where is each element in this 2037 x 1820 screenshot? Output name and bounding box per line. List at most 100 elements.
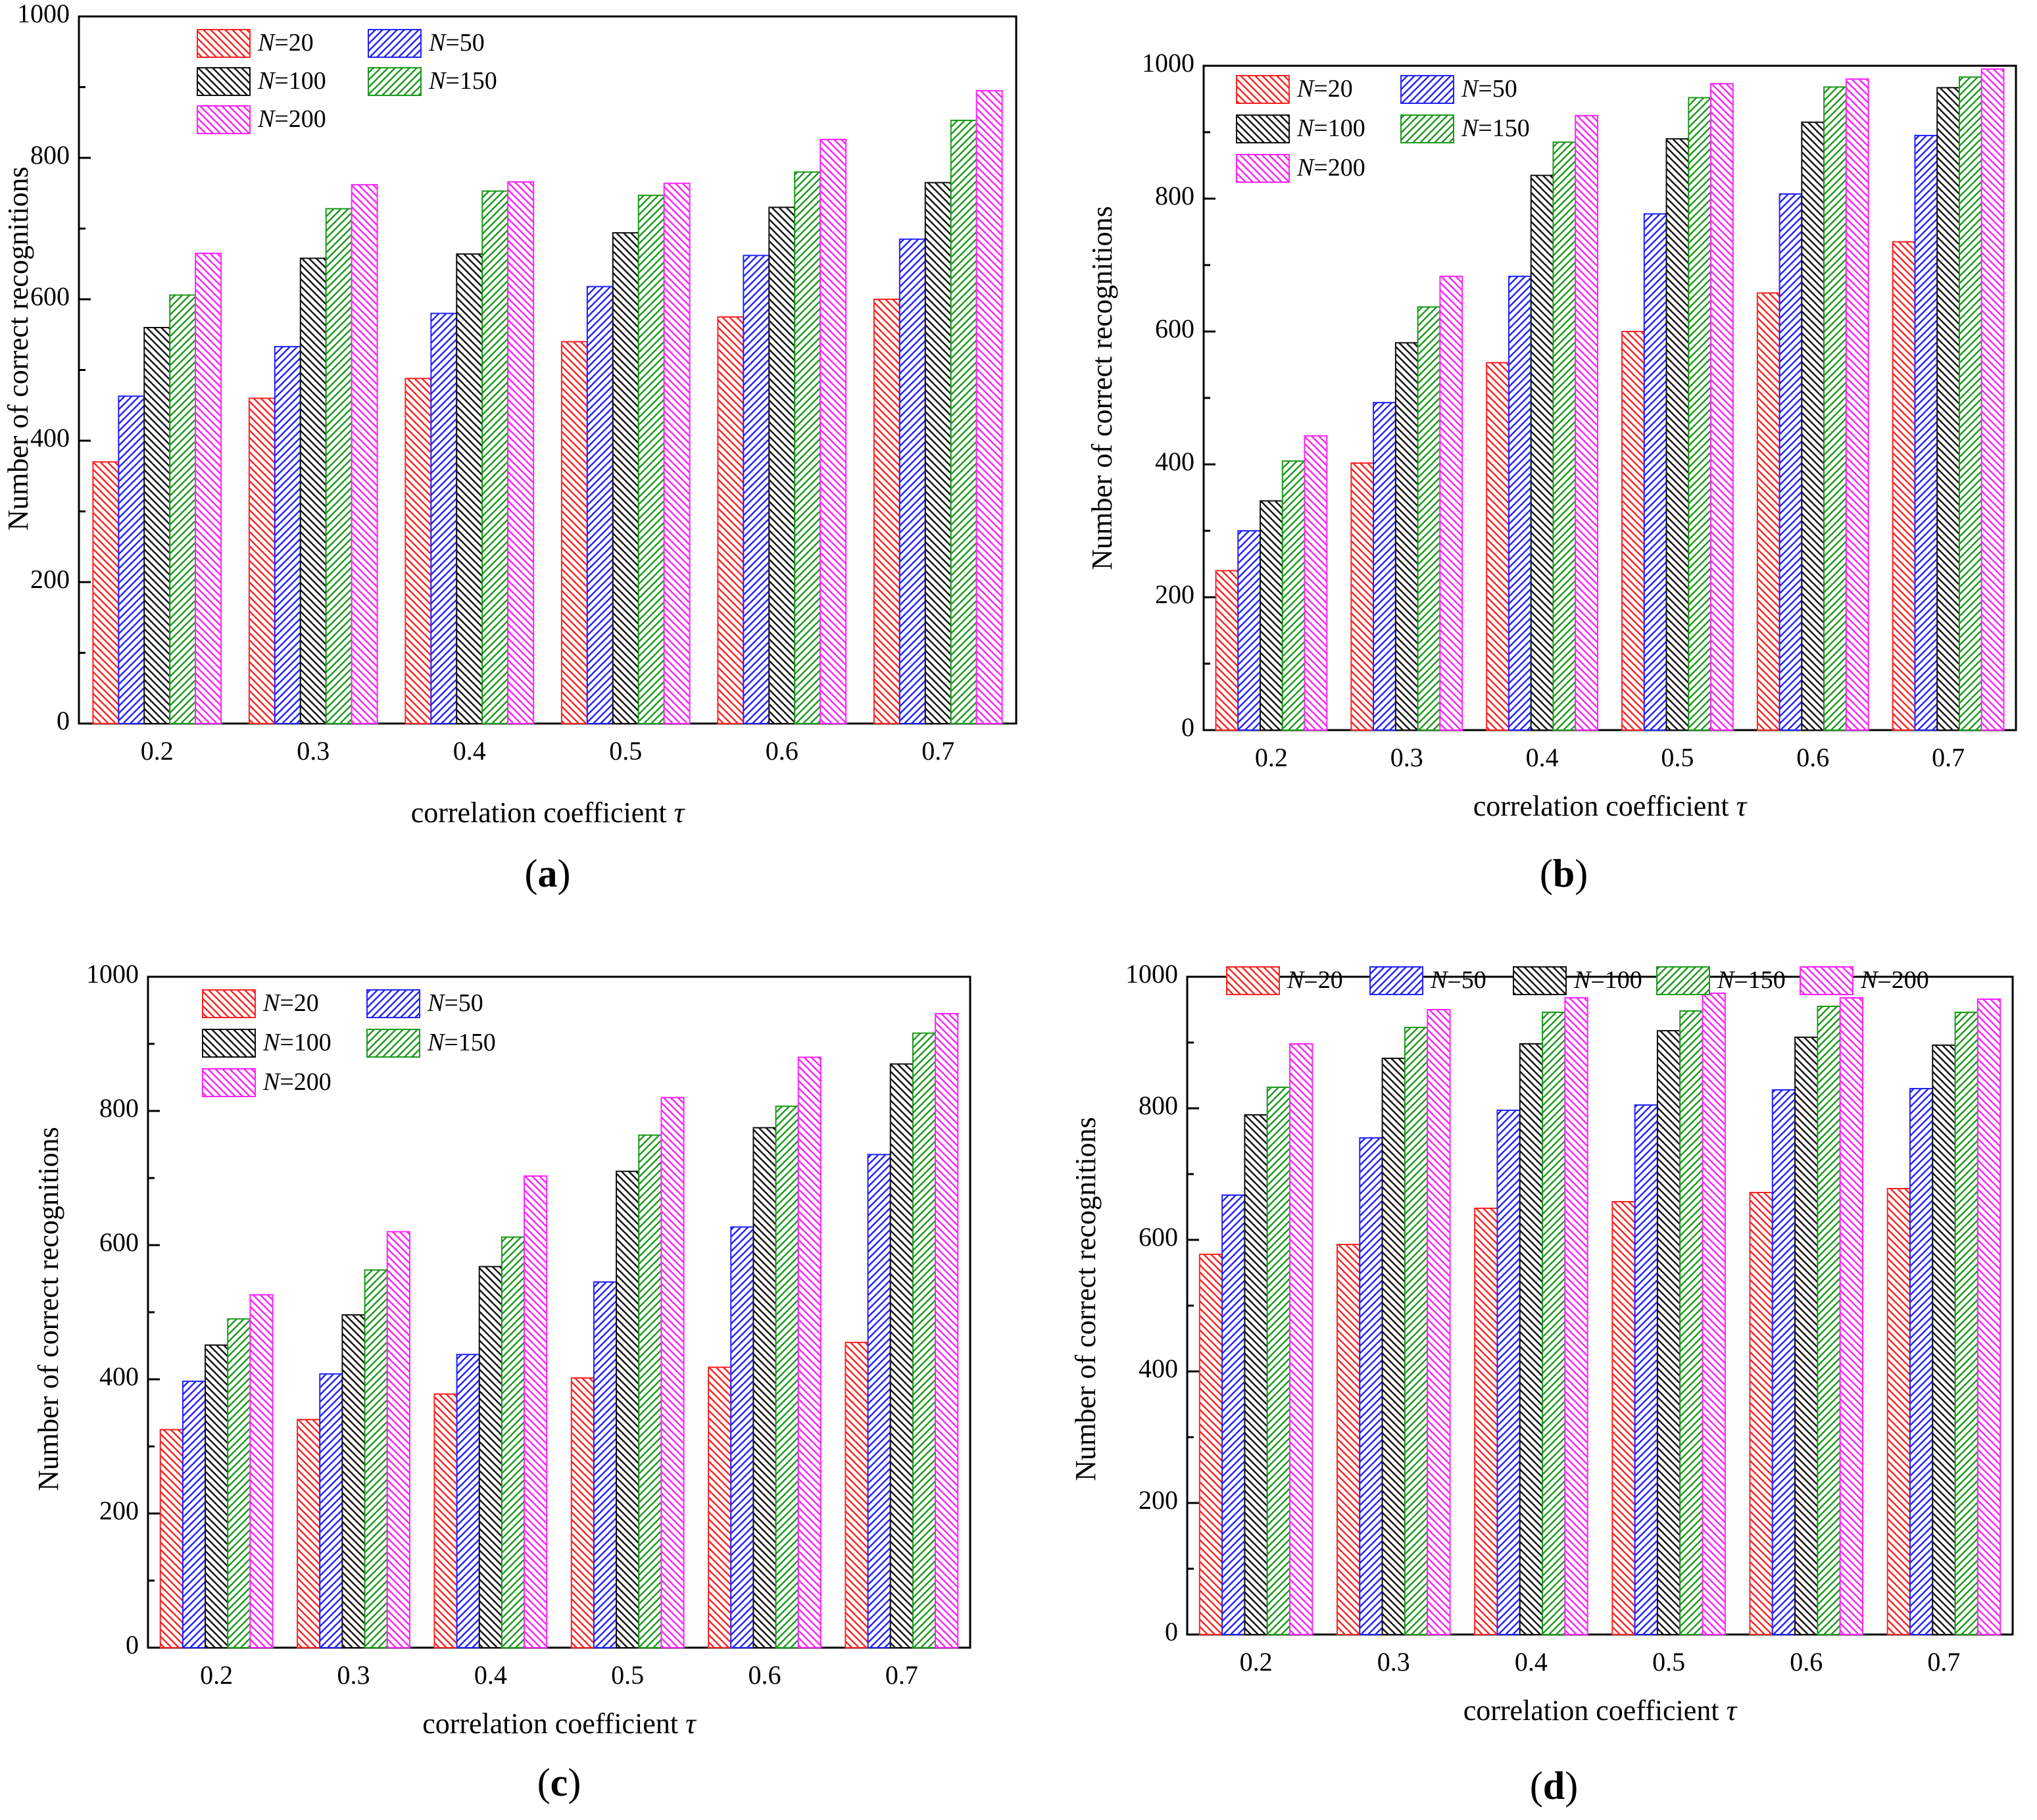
bar <box>1281 460 1306 731</box>
bar <box>638 1134 662 1648</box>
bar <box>1350 462 1375 731</box>
bar <box>325 208 353 724</box>
bar <box>1266 1087 1291 1635</box>
bar <box>889 1063 914 1648</box>
legend-label: N=150 <box>427 1029 496 1056</box>
bar <box>1892 241 1916 731</box>
bar <box>1801 121 1825 731</box>
y-tick-label: 0 <box>57 706 70 735</box>
bar <box>386 1231 410 1648</box>
legend-swatch <box>197 67 251 96</box>
y-tick-label: 600 <box>1139 1222 1178 1252</box>
y-tick-label: 0 <box>1165 1617 1178 1646</box>
bar <box>1289 1043 1313 1635</box>
y-tick-label: 0 <box>1181 712 1194 742</box>
bar <box>405 378 432 724</box>
bar <box>1794 1037 1819 1635</box>
x-tick-label: 0.7 <box>921 736 954 766</box>
bar <box>752 1127 777 1648</box>
bar <box>169 294 197 724</box>
chart-panel-a: 0 200 400 600 800 1000 0.2 0.3 0.4 0.5 0.6 0.7 corre… <box>2 0 1018 895</box>
bar <box>227 1318 251 1648</box>
bar <box>708 1366 732 1648</box>
legend-swatch <box>1656 966 1710 995</box>
bar <box>1381 1058 1406 1635</box>
bar <box>912 1032 937 1649</box>
legend-label: N=50 <box>427 989 483 1017</box>
bar <box>1779 193 1803 731</box>
bar <box>1439 276 1463 731</box>
y-tick-label: 800 <box>30 140 70 170</box>
bar <box>1688 97 1712 731</box>
bar <box>1976 998 2001 1635</box>
x-tick-label: 0.3 <box>297 736 330 766</box>
bar <box>364 1269 388 1648</box>
bar <box>775 1105 799 1648</box>
bar <box>297 1419 321 1648</box>
legend-swatch <box>366 989 420 1018</box>
bar <box>1575 114 1598 731</box>
panel-label: (b) <box>1540 852 1588 895</box>
bar <box>1336 1244 1361 1635</box>
bar <box>195 253 222 724</box>
legend-swatch <box>1400 114 1454 143</box>
bar <box>143 327 171 724</box>
x-tick-label: 0.5 <box>1652 1647 1685 1677</box>
legend-label: N=50 <box>428 29 485 57</box>
bar <box>1564 997 1588 1635</box>
bar <box>1404 1027 1429 1635</box>
bar <box>1771 1089 1796 1635</box>
legend: N=20 N=50 N=100 N=150 N=200 <box>202 989 496 1097</box>
x-tick-label: 0.2 <box>200 1660 233 1690</box>
y-tick-label: 600 <box>1155 314 1194 343</box>
legend-label: N=20 <box>1287 966 1343 994</box>
x-tick-label: 0.2 <box>1240 1647 1273 1677</box>
legend-swatch <box>197 29 251 58</box>
bar <box>299 257 327 724</box>
bar <box>1611 1201 1636 1635</box>
bar <box>570 1377 595 1648</box>
bar <box>660 1096 685 1648</box>
bar <box>950 120 977 724</box>
y-tick-label: 400 <box>30 423 70 453</box>
chart-panel-d: 0 200 400 600 800 1000 0.2 0.3 0.4 0.5 0.6 0.7 corre… <box>1069 959 2014 1808</box>
bar <box>1756 292 1780 731</box>
x-tick-label: 0.2 <box>1255 743 1288 772</box>
legend-label: N=20 <box>262 989 319 1017</box>
bar <box>1221 1194 1246 1635</box>
x-tick-label: 0.7 <box>1927 1647 1960 1677</box>
legend-swatch <box>202 1029 256 1058</box>
bar <box>524 1175 548 1648</box>
bar <box>501 1236 526 1648</box>
bar <box>935 1013 959 1648</box>
chart-panel-b: 0 200 400 600 800 1000 0.2 0.3 0.4 0.5 0.6 0.7 corre… <box>1086 48 2017 895</box>
legend-swatch <box>202 989 256 1018</box>
x-tick-label: 0.5 <box>611 1660 644 1690</box>
y-tick-label: 1000 <box>17 0 70 28</box>
legend-label: N=150 <box>428 67 497 95</box>
x-tick-label: 0.3 <box>1377 1647 1410 1677</box>
bar <box>820 139 847 725</box>
bar <box>1304 435 1328 731</box>
x-tick-label: 0.2 <box>141 736 174 766</box>
bar <box>1417 306 1441 731</box>
bar <box>341 1314 366 1648</box>
y-tick-label: 400 <box>1139 1354 1178 1383</box>
bar <box>898 238 926 724</box>
y-tick-label: 600 <box>30 282 70 311</box>
legend-label: N=50 <box>1461 75 1517 103</box>
x-tick-label: 0.5 <box>1661 743 1694 772</box>
y-tick-label: 800 <box>1155 181 1194 210</box>
bar <box>1215 570 1239 731</box>
bar <box>586 285 614 724</box>
bar <box>1519 1043 1544 1635</box>
x-tick-label: 0.6 <box>749 1660 781 1690</box>
bar <box>182 1381 207 1649</box>
bar <box>743 255 770 725</box>
bar <box>1679 1010 1704 1635</box>
panel-label: (a) <box>525 852 571 895</box>
x-tick-label: 0.4 <box>1526 743 1559 772</box>
x-tick-label: 0.5 <box>609 736 642 766</box>
bar <box>118 395 145 725</box>
